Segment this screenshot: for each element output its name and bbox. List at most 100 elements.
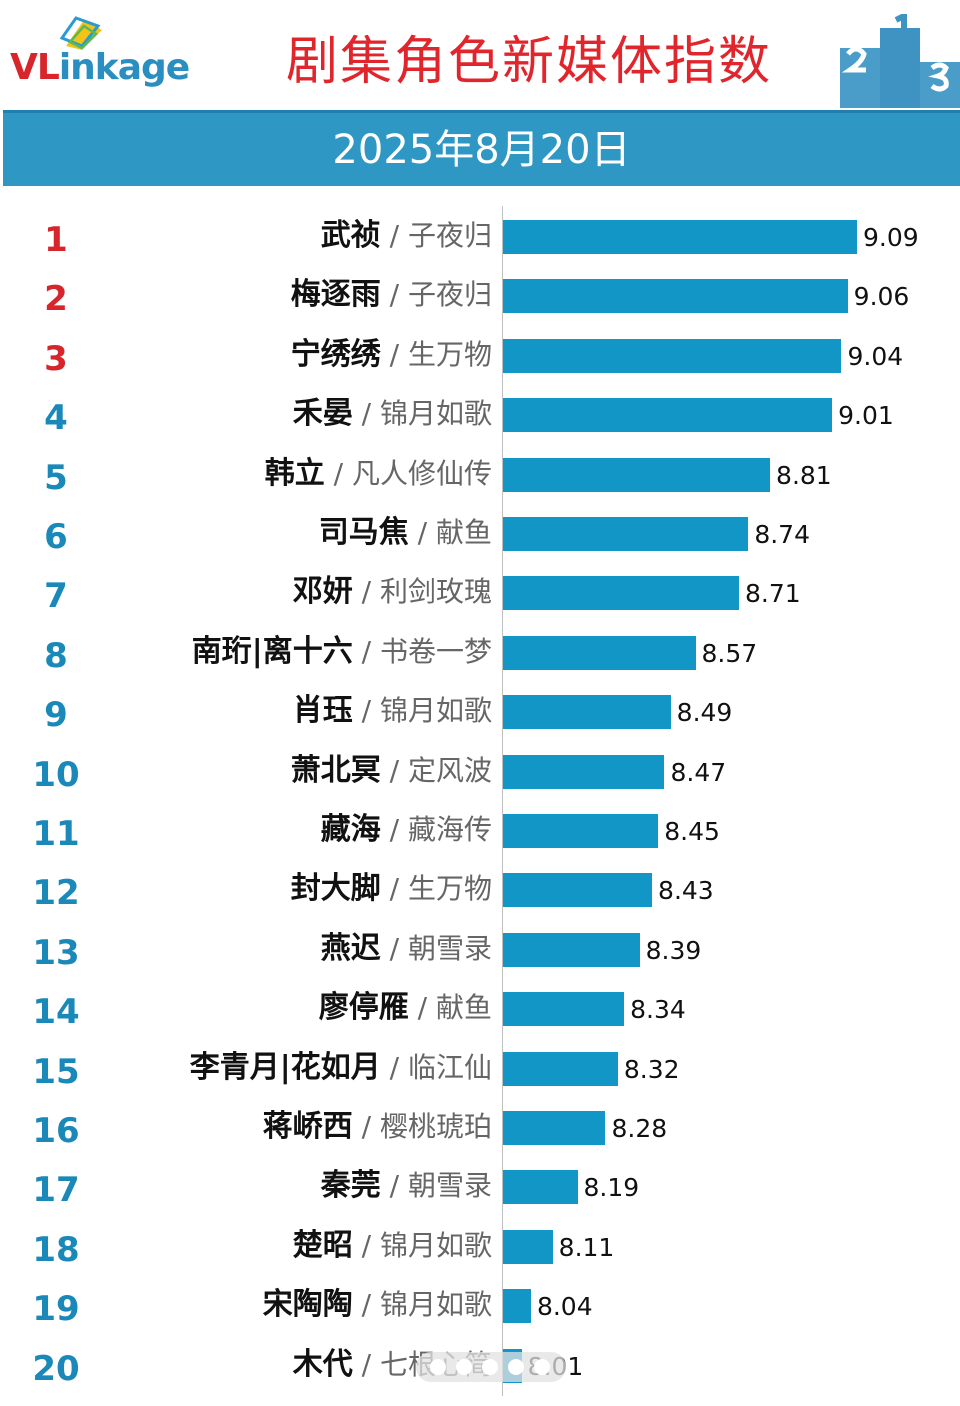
rank-number: 9 bbox=[44, 695, 68, 736]
rank-number: 17 bbox=[32, 1170, 80, 1211]
watermark-dot bbox=[508, 1359, 524, 1375]
drama-name: 藏海传 bbox=[407, 813, 492, 846]
drama-name: 锦月如歌 bbox=[379, 397, 492, 431]
drama-name: 定风波 bbox=[407, 753, 492, 787]
character-name: 藏海 bbox=[320, 812, 381, 847]
drama-name: 临江仙 bbox=[407, 1050, 492, 1084]
label-separator: / bbox=[380, 931, 408, 965]
row-label: 韩立 / 凡人修仙传 bbox=[264, 455, 492, 491]
drama-name: 子夜归 bbox=[407, 278, 492, 312]
row-label: 武祯 / 子夜归 bbox=[321, 221, 492, 251]
bar bbox=[503, 635, 696, 670]
rank-number: 12 bbox=[32, 873, 80, 914]
bar bbox=[503, 517, 749, 551]
bar bbox=[503, 576, 739, 611]
value-label: 9.04 bbox=[847, 341, 904, 371]
label-separator: / bbox=[380, 219, 408, 252]
drama-name: 樱桃琥珀 bbox=[379, 1110, 492, 1143]
watermark-dot bbox=[534, 1359, 550, 1375]
drama-name: 利剑玫瑰 bbox=[379, 575, 492, 609]
header: VLinkage 剧集角色新媒体指数 bbox=[0, 0, 960, 108]
label-separator: / bbox=[352, 1110, 380, 1143]
row-label: 藏海 / 藏海传 bbox=[321, 815, 492, 845]
character-name: 李青月|花如月 bbox=[189, 1049, 381, 1085]
character-name: 禾晏 bbox=[292, 396, 353, 432]
label-separator: / bbox=[352, 694, 380, 728]
row-label: 李青月|花如月 / 临江仙 bbox=[189, 1049, 492, 1085]
watermark-dot bbox=[430, 1359, 446, 1375]
label-separator: / bbox=[408, 516, 436, 549]
value-label: 8.11 bbox=[558, 1232, 615, 1262]
bar bbox=[503, 457, 771, 492]
rank-number: 6 bbox=[44, 517, 68, 557]
drama-name: 锦月如歌 bbox=[379, 1228, 492, 1262]
drama-name: 献鱼 bbox=[435, 516, 492, 549]
label-separator: / bbox=[352, 1347, 380, 1381]
bar bbox=[503, 754, 665, 789]
label-separator: / bbox=[352, 575, 380, 609]
bar bbox=[503, 1111, 606, 1145]
rank-number: 4 bbox=[44, 398, 68, 439]
watermark-overlay bbox=[416, 1352, 566, 1382]
character-name: 肖珏 bbox=[292, 693, 353, 729]
value-label: 8.04 bbox=[536, 1292, 593, 1322]
rank-number: 11 bbox=[32, 814, 80, 854]
label-separator: / bbox=[380, 1050, 408, 1084]
rank-number: 2 bbox=[44, 279, 68, 320]
logo-text-vl: VL bbox=[10, 47, 60, 88]
character-name: 木代 bbox=[292, 1346, 353, 1382]
label-separator: / bbox=[380, 337, 408, 371]
character-name: 封大脚 bbox=[290, 871, 381, 907]
ranking-chart: 1 武祯 / 子夜归 9.09 2 梅逐雨 / 子夜归 9.06 3 宁绣绣 / 生万物 9.0… bbox=[0, 190, 960, 1406]
row-label: 梅逐雨 / 子夜归 bbox=[291, 280, 492, 310]
character-name: 燕迟 bbox=[320, 930, 381, 966]
value-label: 8.74 bbox=[754, 520, 810, 549]
bar bbox=[503, 1170, 578, 1205]
rank-number: 8 bbox=[44, 635, 68, 676]
value-label: 8.71 bbox=[745, 579, 801, 609]
date-banner: 2025年8月20日 bbox=[3, 110, 960, 186]
character-name: 廖停雁 bbox=[318, 990, 409, 1026]
bar bbox=[503, 220, 857, 254]
rank-number: 10 bbox=[32, 754, 80, 795]
character-name: 韩立 bbox=[264, 455, 325, 491]
value-label: 8.19 bbox=[583, 1173, 640, 1203]
row-label: 萧北冥 / 定风波 bbox=[290, 752, 492, 788]
logo-text-rest: inkage bbox=[58, 47, 190, 88]
row-label: 蒋峤西 / 樱桃琥珀 bbox=[263, 1112, 492, 1142]
drama-name: 生万物 bbox=[407, 872, 492, 906]
rank-number: 3 bbox=[44, 338, 68, 379]
date-text: 2025年8月20日 bbox=[332, 127, 631, 173]
watermark-dot bbox=[482, 1359, 498, 1375]
value-label: 9.06 bbox=[853, 282, 910, 312]
character-name: 萧北冥 bbox=[290, 752, 381, 788]
row-label: 邓妍 / 利剑玫瑰 bbox=[293, 577, 492, 607]
rank-number: 16 bbox=[32, 1111, 80, 1151]
bar bbox=[503, 873, 653, 908]
bar bbox=[503, 1229, 553, 1264]
rank-number: 20 bbox=[32, 1348, 80, 1389]
drama-name: 锦月如歌 bbox=[379, 694, 492, 728]
drama-name: 献鱼 bbox=[435, 991, 492, 1025]
bar bbox=[503, 279, 848, 314]
character-name: 宁绣绣 bbox=[290, 336, 381, 372]
value-label: 8.34 bbox=[630, 995, 686, 1025]
row-label: 秦莞 / 朝雪录 bbox=[321, 1171, 492, 1201]
drama-name: 凡人修仙传 bbox=[351, 456, 492, 490]
character-name: 蒋峤西 bbox=[262, 1109, 353, 1144]
value-label: 8.57 bbox=[701, 638, 758, 668]
character-name: 宋陶陶 bbox=[262, 1287, 353, 1323]
label-separator: / bbox=[408, 991, 436, 1025]
rank-number: 14 bbox=[32, 992, 80, 1033]
rank-number: 15 bbox=[32, 1051, 80, 1092]
bar bbox=[503, 992, 625, 1027]
row-label: 司马焦 / 献鱼 bbox=[319, 518, 492, 548]
bar bbox=[503, 814, 659, 848]
value-label: 8.81 bbox=[776, 460, 832, 490]
value-label: 8.28 bbox=[611, 1114, 668, 1143]
label-separator: / bbox=[352, 1228, 380, 1262]
character-name: 秦莞 bbox=[320, 1168, 381, 1204]
row-label: 南珩|离十六 / 书卷一梦 bbox=[192, 636, 492, 667]
value-label: 8.32 bbox=[623, 1054, 680, 1084]
drama-name: 朝雪录 bbox=[407, 931, 492, 965]
